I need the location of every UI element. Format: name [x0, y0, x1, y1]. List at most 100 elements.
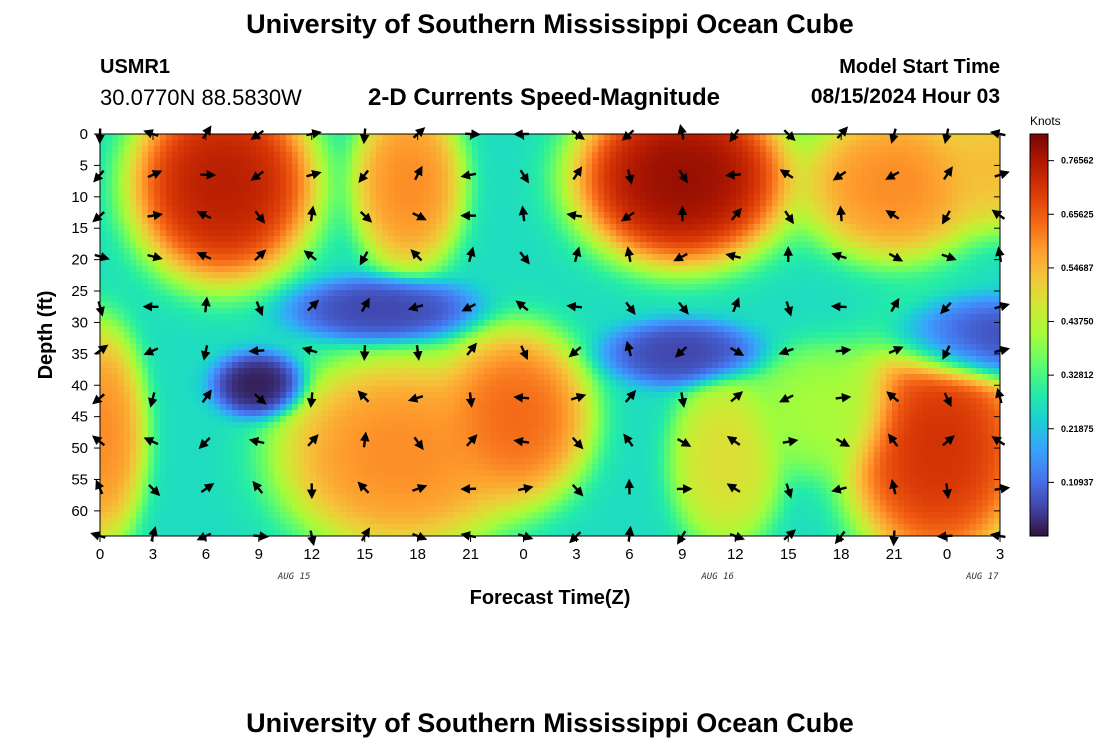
heatmap-cell: [370, 446, 377, 453]
heatmap-cell: [214, 278, 221, 285]
heatmap-cell: [172, 464, 179, 471]
heatmap-cell: [298, 284, 305, 291]
heatmap-cell: [154, 146, 161, 153]
heatmap-cell: [472, 272, 479, 279]
heatmap-cell: [406, 524, 413, 531]
heatmap-cell: [172, 398, 179, 405]
heatmap-cell: [526, 164, 533, 171]
heatmap-cell: [148, 200, 155, 207]
heatmap-cell: [130, 242, 137, 249]
heatmap-cell: [460, 302, 467, 309]
heatmap-cell: [448, 416, 455, 423]
heatmap-cell: [142, 146, 149, 153]
heatmap-cell: [322, 428, 329, 435]
heatmap-cell: [202, 134, 209, 141]
heatmap-cell: [256, 518, 263, 525]
heatmap-cell: [340, 470, 347, 477]
heatmap-cell: [460, 140, 467, 147]
heatmap-cell: [130, 512, 137, 519]
heatmap-cell: [142, 152, 149, 159]
heatmap-cell: [502, 446, 509, 453]
heatmap-cell: [442, 314, 449, 321]
heatmap-cell: [172, 494, 179, 501]
heatmap-cell: [250, 398, 257, 405]
heatmap-cell: [478, 152, 485, 159]
heatmap-cell: [124, 404, 131, 411]
heatmap-cell: [346, 470, 353, 477]
heatmap-cell: [136, 272, 143, 279]
heatmap-cell: [124, 134, 131, 141]
heatmap-cell: [460, 230, 467, 237]
heatmap-cell: [430, 314, 437, 321]
heatmap-cell: [322, 482, 329, 489]
heatmap-cell: [538, 392, 545, 399]
heatmap-cell: [280, 308, 287, 315]
heatmap-cell: [502, 530, 509, 537]
heatmap-cell: [424, 464, 431, 471]
heatmap-cell: [268, 146, 275, 153]
heatmap-cell: [430, 134, 437, 141]
heatmap-cell: [370, 194, 377, 201]
heatmap-cell: [394, 470, 401, 477]
heatmap-cell: [340, 296, 347, 303]
heatmap-cell: [454, 260, 461, 267]
heatmap-cell: [526, 176, 533, 183]
heatmap-cell: [232, 218, 239, 225]
heatmap-cell: [166, 260, 173, 267]
heatmap-cell: [454, 212, 461, 219]
heatmap-cell: [178, 470, 185, 477]
heatmap-cell: [100, 140, 107, 147]
heatmap-cell: [244, 416, 251, 423]
heatmap-cell: [334, 404, 341, 411]
heatmap-cell: [514, 224, 521, 231]
heatmap-cell: [298, 170, 305, 177]
heatmap-cell: [286, 308, 293, 315]
heatmap-cell: [532, 500, 539, 507]
heatmap-cell: [280, 194, 287, 201]
heatmap-cell: [190, 530, 197, 537]
heatmap-cell: [226, 350, 233, 357]
heatmap-cell: [370, 518, 377, 525]
heatmap-cell: [514, 152, 521, 159]
heatmap-cell: [310, 374, 317, 381]
heatmap-cell: [430, 272, 437, 279]
heatmap-cell: [124, 290, 131, 297]
heatmap-cell: [214, 464, 221, 471]
heatmap-cell: [316, 320, 323, 327]
heatmap-cell: [106, 212, 113, 219]
heatmap-cell: [478, 398, 485, 405]
heatmap-cell: [244, 482, 251, 489]
heatmap-cell: [502, 380, 509, 387]
heatmap-cell: [448, 230, 455, 237]
heatmap-cell: [196, 470, 203, 477]
heatmap-cell: [322, 488, 329, 495]
heatmap-cell: [298, 314, 305, 321]
heatmap-cell: [490, 236, 497, 243]
heatmap-cell: [442, 530, 449, 537]
heatmap-cell: [376, 194, 383, 201]
heatmap-cell: [286, 290, 293, 297]
heatmap-cell: [250, 368, 257, 375]
heatmap-cell: [352, 272, 359, 279]
heatmap-cell: [358, 452, 365, 459]
heatmap-cell: [184, 296, 191, 303]
heatmap-cell: [436, 404, 443, 411]
heatmap-cell: [136, 224, 143, 231]
heatmap-cell: [190, 296, 197, 303]
heatmap-cell: [142, 530, 149, 537]
heatmap-cell: [370, 470, 377, 477]
heatmap-cell: [538, 266, 545, 273]
heatmap-cell: [472, 398, 479, 405]
heatmap-cell: [328, 476, 335, 483]
heatmap-cell: [142, 506, 149, 513]
heatmap-cell: [142, 386, 149, 393]
heatmap-cell: [316, 146, 323, 153]
heatmap-cell: [310, 416, 317, 423]
heatmap-cell: [340, 224, 347, 231]
heatmap-cell: [472, 242, 479, 249]
heatmap-cell: [214, 446, 221, 453]
heatmap-cell: [100, 236, 107, 243]
heatmap-cell: [352, 476, 359, 483]
heatmap-cell: [484, 314, 491, 321]
heatmap-cell: [328, 170, 335, 177]
